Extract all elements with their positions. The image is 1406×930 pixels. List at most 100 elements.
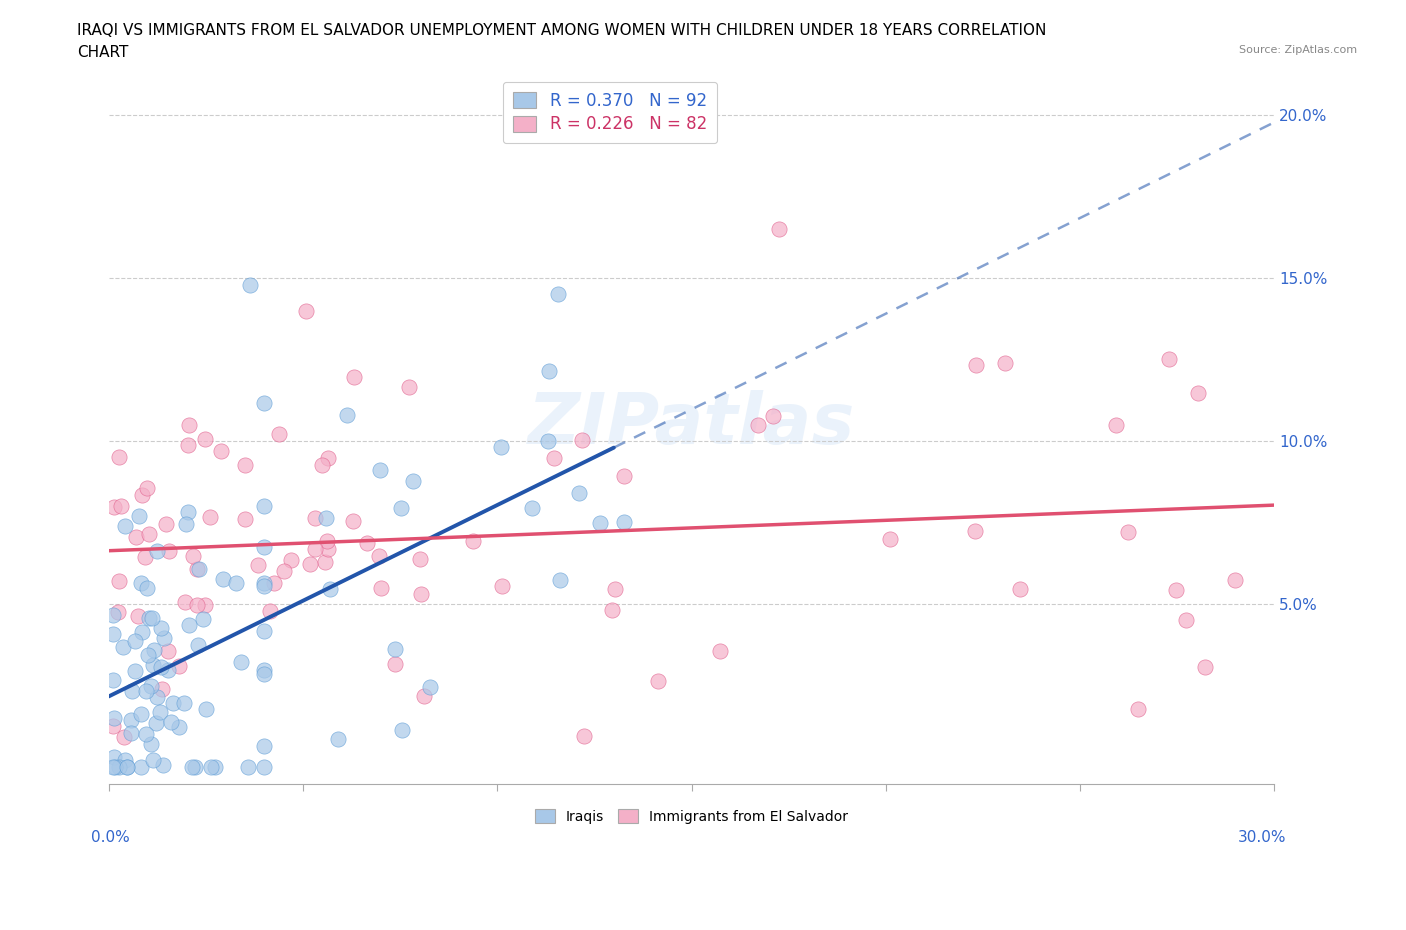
Point (269, 427, 291, 442)
Point (1187, 385, 1209, 400)
Point (152, 758, 174, 773)
Point (139, 737, 162, 751)
Point (135, 727, 157, 742)
Point (263, 576, 285, 591)
Point (762, 408, 785, 423)
Point (194, 701, 217, 716)
Point (298, 557, 321, 572)
Point (160, 715, 183, 730)
Point (173, 594, 195, 609)
Point (131, 487, 153, 502)
Point (280, 552, 302, 567)
Point (187, 562, 209, 577)
Point (138, 610, 160, 625)
Point (157, 662, 180, 677)
Point (108, 450, 131, 465)
Point (114, 752, 136, 767)
Point (568, 485, 591, 500)
Point (225, 576, 247, 591)
Point (146, 543, 169, 558)
Point (146, 689, 169, 704)
Legend: Iraqis, Immigrants from El Salvador: Iraqis, Immigrants from El Salvador (529, 803, 855, 830)
Point (253, 540, 276, 555)
Point (211, 572, 233, 587)
Point (233, 512, 256, 526)
Point (747, 418, 769, 433)
Point (233, 458, 256, 472)
Point (108, 574, 131, 589)
Point (155, 517, 177, 532)
Point (319, 581, 342, 596)
Point (149, 621, 172, 636)
Point (316, 450, 339, 465)
Point (295, 303, 318, 318)
Point (391, 723, 413, 737)
Point (600, 603, 623, 618)
Point (253, 662, 276, 677)
Point (1116, 525, 1139, 539)
Point (173, 696, 195, 711)
Point (145, 716, 167, 731)
Point (1105, 418, 1128, 432)
Point (104, 760, 127, 775)
Text: IRAQI VS IMMIGRANTS FROM EL SALVADOR UNEMPLOYMENT AMONG WOMEN WITH CHILDREN UNDE: IRAQI VS IMMIGRANTS FROM EL SALVADOR UNE… (77, 23, 1046, 38)
Point (491, 578, 513, 593)
Point (879, 531, 901, 546)
Point (136, 581, 159, 596)
Point (356, 536, 378, 551)
Point (304, 541, 326, 556)
Point (181, 760, 204, 775)
Point (110, 498, 132, 513)
Point (408, 552, 430, 567)
Point (194, 598, 217, 613)
Point (1157, 352, 1180, 366)
Point (129, 707, 152, 722)
Point (128, 509, 150, 524)
Point (543, 451, 565, 466)
Point (103, 711, 125, 725)
Point (259, 604, 281, 618)
Point (647, 673, 669, 688)
Point (370, 581, 392, 596)
Point (229, 655, 252, 670)
Point (409, 587, 432, 602)
Point (1194, 659, 1216, 674)
Point (1008, 582, 1031, 597)
Point (167, 720, 190, 735)
Point (1164, 582, 1187, 597)
Point (589, 515, 612, 530)
Point (142, 752, 165, 767)
Point (162, 696, 184, 711)
Point (398, 379, 420, 394)
Point (120, 713, 142, 728)
Text: CHART: CHART (77, 45, 129, 60)
Point (181, 549, 204, 564)
Point (253, 395, 276, 410)
Point (149, 704, 172, 719)
Point (314, 555, 336, 570)
Point (252, 498, 274, 513)
Point (548, 572, 571, 587)
Point (768, 221, 790, 236)
Point (177, 505, 200, 520)
Point (316, 541, 339, 556)
Point (315, 511, 337, 525)
Point (413, 688, 436, 703)
Point (389, 500, 412, 515)
Point (247, 557, 270, 572)
Point (112, 730, 135, 745)
Point (253, 667, 276, 682)
Point (174, 516, 197, 531)
Point (167, 659, 190, 674)
Point (1126, 701, 1149, 716)
Point (131, 624, 153, 639)
Point (139, 679, 162, 694)
Point (204, 760, 226, 775)
Point (384, 642, 406, 657)
Point (709, 644, 731, 658)
Point (194, 432, 217, 447)
Point (193, 612, 215, 627)
Point (572, 728, 595, 743)
Text: 30.0%: 30.0% (1237, 830, 1286, 845)
Point (184, 760, 207, 775)
